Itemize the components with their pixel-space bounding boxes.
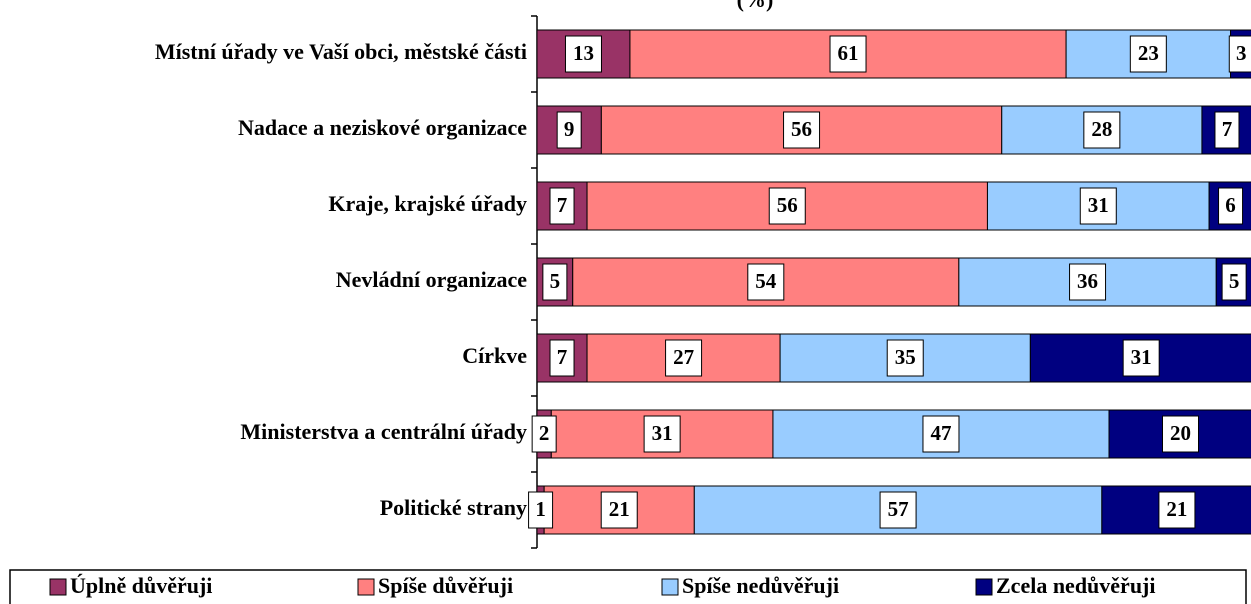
value-label: 7 xyxy=(557,193,568,217)
value-label-box xyxy=(1158,491,1196,529)
value-label-box xyxy=(542,263,568,301)
legend-swatch xyxy=(661,578,679,596)
value-label: 5 xyxy=(1229,269,1240,293)
value-label-box xyxy=(665,339,703,377)
value-label: 2 xyxy=(539,421,550,445)
legend-label: Spíše nedůvěřuji xyxy=(682,573,839,598)
value-label-box xyxy=(783,111,821,149)
category-label: Církve xyxy=(462,343,527,368)
value-label-box xyxy=(829,35,867,73)
value-label-box xyxy=(1162,415,1199,453)
legend-swatch xyxy=(49,578,67,596)
value-label-box xyxy=(549,339,575,377)
value-label: 56 xyxy=(777,193,798,217)
value-label-box xyxy=(528,491,554,529)
value-label: 36 xyxy=(1077,269,1098,293)
value-label: 27 xyxy=(673,345,694,369)
value-label: 28 xyxy=(1091,117,1112,141)
value-label: 31 xyxy=(1131,345,1152,369)
value-label-box xyxy=(600,491,638,529)
value-label: 47 xyxy=(930,421,951,445)
value-label-box xyxy=(556,111,582,149)
legend-label: Úplně důvěřuji xyxy=(70,573,212,598)
value-label-box xyxy=(768,187,806,225)
value-label: 54 xyxy=(755,269,777,293)
value-label: 61 xyxy=(838,41,859,65)
legend-label: Zcela nedůvěřuji xyxy=(996,573,1156,598)
value-label-box xyxy=(886,339,924,377)
legend-swatch xyxy=(975,578,993,596)
value-label-box xyxy=(1221,263,1247,301)
value-label-box xyxy=(564,35,602,73)
value-label-box xyxy=(531,415,557,453)
category-label: Místní úřady ve Vaší obci, městské části xyxy=(155,39,527,64)
value-label-box xyxy=(1122,339,1160,377)
value-label: 23 xyxy=(1138,41,1159,65)
value-label-box xyxy=(1228,35,1251,73)
value-label-box xyxy=(747,263,785,301)
value-label: 13 xyxy=(573,41,594,65)
value-label: 6 xyxy=(1225,193,1236,217)
value-label: 7 xyxy=(1222,117,1233,141)
category-label: Ministerstva a centrální úřady xyxy=(240,419,527,444)
value-label: 35 xyxy=(895,345,916,369)
value-label: 31 xyxy=(1088,193,1109,217)
value-label-box xyxy=(643,415,681,453)
value-label-box xyxy=(1079,187,1117,225)
legend-label: Spíše důvěřuji xyxy=(378,573,513,598)
legend-box xyxy=(9,569,1247,604)
value-label-box xyxy=(922,415,960,453)
chart-title: (%) xyxy=(737,0,774,12)
value-label: 7 xyxy=(557,345,568,369)
value-label: 57 xyxy=(888,497,909,521)
value-label: 21 xyxy=(609,497,630,521)
value-label-box xyxy=(1218,187,1244,225)
value-label-box xyxy=(1083,111,1121,149)
value-label: 9 xyxy=(564,117,575,141)
value-label: 1 xyxy=(535,497,546,521)
value-label-box xyxy=(1214,111,1240,149)
category-label: Kraje, krajské úřady xyxy=(328,191,527,216)
value-label-box xyxy=(1129,35,1167,73)
category-label: Nevládní organizace xyxy=(336,267,527,292)
legend-swatch xyxy=(357,578,375,596)
value-label-box xyxy=(1069,263,1107,301)
category-label: Nadace a neziskové organizace xyxy=(238,115,527,140)
category-label: Politické strany xyxy=(380,495,527,520)
value-label: 21 xyxy=(1166,497,1187,521)
value-label: 31 xyxy=(652,421,673,445)
value-label: 3 xyxy=(1236,41,1247,65)
value-label: 20 xyxy=(1170,421,1191,445)
value-label: 5 xyxy=(550,269,561,293)
value-label-box xyxy=(879,491,917,529)
value-label-box xyxy=(549,187,575,225)
value-label: 56 xyxy=(791,117,812,141)
